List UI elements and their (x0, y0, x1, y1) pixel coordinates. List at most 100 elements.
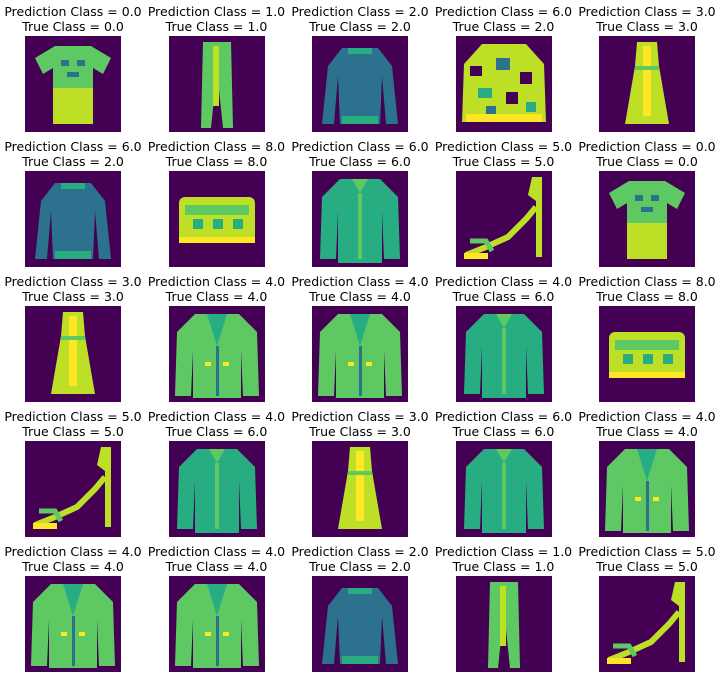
tshirt-icon (25, 36, 121, 132)
fashion-item-image (168, 36, 265, 132)
fashion-item-image (168, 441, 265, 537)
dress-icon (25, 306, 121, 402)
fashion-item-image (599, 441, 695, 537)
fashion-item-image (312, 171, 408, 267)
fashion-item-image (25, 441, 121, 537)
prediction-label: Prediction Class = 4.0 (434, 274, 573, 289)
prediction-label: Prediction Class = 2.0 (291, 544, 429, 559)
true-class-label: True Class = 2.0 (22, 154, 124, 169)
fashion-item-image (168, 171, 265, 267)
prediction-label: Prediction Class = 3.0 (4, 274, 142, 289)
fashion-item-image (455, 171, 552, 267)
true-class-label: True Class = 4.0 (165, 289, 268, 304)
coat-icon (168, 576, 265, 672)
fashion-item-image (312, 576, 408, 672)
prediction-label: Prediction Class = 6.0 (434, 4, 573, 19)
pullover-icon (25, 171, 121, 267)
trouser-icon (455, 576, 552, 672)
prediction-label: Prediction Class = 3.0 (578, 4, 716, 19)
fashion-item-image (599, 171, 695, 267)
true-class-label: True Class = 6.0 (165, 424, 268, 439)
true-class-label: True Class = 4.0 (165, 559, 268, 574)
prediction-label: Prediction Class = 5.0 (434, 139, 573, 154)
bag-icon (168, 171, 265, 267)
true-class-label: True Class = 3.0 (22, 289, 124, 304)
true-class-label: True Class = 8.0 (596, 289, 698, 304)
sandal-icon (25, 441, 121, 537)
true-class-label: True Class = 2.0 (452, 19, 555, 34)
prediction-label: Prediction Class = 4.0 (578, 409, 716, 424)
pullover-pattern-icon (455, 36, 552, 132)
prediction-label: Prediction Class = 0.0 (578, 139, 716, 154)
prediction-label: Prediction Class = 6.0 (291, 139, 429, 154)
coat-icon (599, 441, 695, 537)
shirt-icon (455, 441, 552, 537)
true-class-label: True Class = 6.0 (452, 289, 555, 304)
fashion-item-image (599, 36, 695, 132)
prediction-label: Prediction Class = 4.0 (291, 274, 429, 289)
prediction-label: Prediction Class = 1.0 (434, 544, 573, 559)
prediction-label: Prediction Class = 5.0 (4, 409, 142, 424)
fashion-item-image (599, 306, 695, 402)
coat-icon (168, 306, 265, 402)
coat-icon (312, 306, 408, 402)
prediction-label: Prediction Class = 4.0 (147, 544, 286, 559)
true-class-label: True Class = 1.0 (452, 559, 555, 574)
true-class-label: True Class = 0.0 (22, 19, 124, 34)
shirt-icon (168, 441, 265, 537)
true-class-label: True Class = 8.0 (165, 154, 268, 169)
prediction-label: Prediction Class = 0.0 (4, 4, 142, 19)
dress-icon (599, 36, 695, 132)
true-class-label: True Class = 3.0 (309, 424, 411, 439)
true-class-label: True Class = 5.0 (452, 154, 555, 169)
tshirt-icon (599, 171, 695, 267)
fashion-item-image (455, 306, 552, 402)
pullover-icon (312, 36, 408, 132)
prediction-label: Prediction Class = 6.0 (4, 139, 142, 154)
fashion-item-image (168, 576, 265, 672)
prediction-label: Prediction Class = 6.0 (434, 409, 573, 424)
sandal-icon (599, 576, 695, 672)
true-class-label: True Class = 4.0 (309, 289, 411, 304)
prediction-label: Prediction Class = 2.0 (291, 4, 429, 19)
dress-icon (312, 441, 408, 537)
fashion-item-image (168, 306, 265, 402)
true-class-label: True Class = 5.0 (22, 424, 124, 439)
true-class-label: True Class = 1.0 (165, 19, 268, 34)
true-class-label: True Class = 4.0 (596, 424, 698, 439)
coat-icon (25, 576, 121, 672)
true-class-label: True Class = 5.0 (596, 559, 698, 574)
true-class-label: True Class = 3.0 (596, 19, 698, 34)
true-class-label: True Class = 2.0 (309, 19, 411, 34)
true-class-label: True Class = 6.0 (309, 154, 411, 169)
fashion-item-image (25, 306, 121, 402)
fashion-item-image (455, 441, 552, 537)
true-class-label: True Class = 0.0 (596, 154, 698, 169)
fashion-item-image (312, 441, 408, 537)
fashion-item-image (25, 171, 121, 267)
prediction-label: Prediction Class = 4.0 (147, 409, 286, 424)
shirt-icon (312, 171, 408, 267)
fashion-item-image (455, 36, 552, 132)
sandal-icon (455, 171, 552, 267)
prediction-label: Prediction Class = 8.0 (147, 139, 286, 154)
prediction-label: Prediction Class = 5.0 (578, 544, 716, 559)
pullover-icon (312, 576, 408, 672)
fashion-item-image (455, 576, 552, 672)
prediction-label: Prediction Class = 1.0 (147, 4, 286, 19)
prediction-label: Prediction Class = 4.0 (4, 544, 142, 559)
fashion-item-image (25, 576, 121, 672)
bag-icon (599, 306, 695, 402)
prediction-label: Prediction Class = 8.0 (578, 274, 716, 289)
trouser-icon (168, 36, 265, 132)
fashion-item-image (599, 576, 695, 672)
true-class-label: True Class = 4.0 (22, 559, 124, 574)
true-class-label: True Class = 6.0 (452, 424, 555, 439)
prediction-label: Prediction Class = 4.0 (147, 274, 286, 289)
fashion-item-image (312, 306, 408, 402)
fashion-item-image (312, 36, 408, 132)
true-class-label: True Class = 2.0 (309, 559, 411, 574)
fashion-item-image (25, 36, 121, 132)
shirt-icon (455, 306, 552, 402)
